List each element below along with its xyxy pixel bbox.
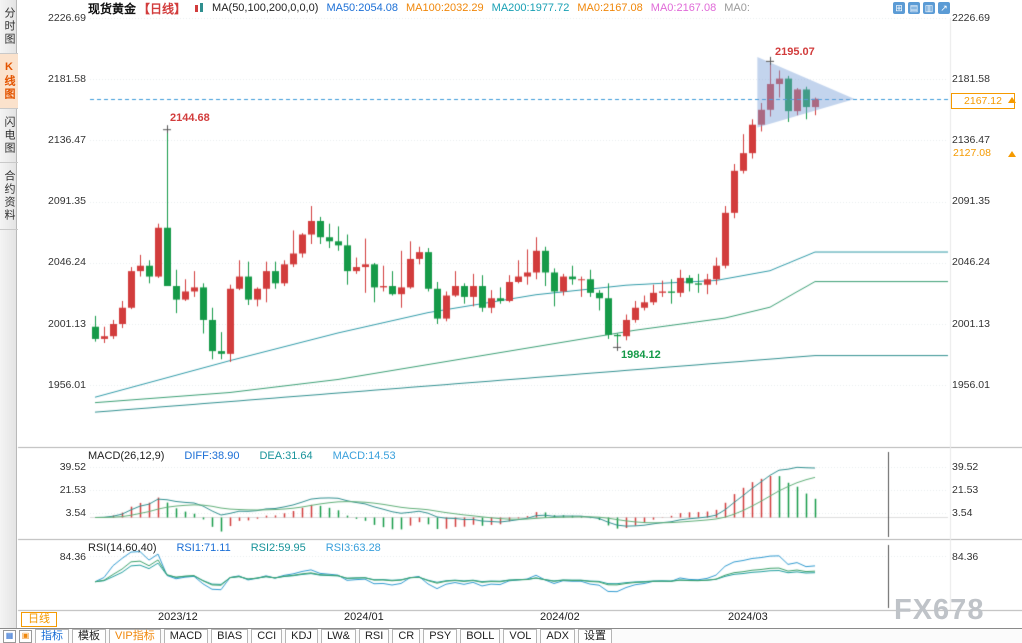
y-axis-label-right: 2001.13 bbox=[952, 318, 990, 330]
y-axis-label-left: 2181.58 bbox=[48, 73, 86, 85]
indicator-macd-button[interactable]: MACD bbox=[163, 628, 209, 643]
rsi1-value: RSI1:71.11 bbox=[176, 542, 231, 554]
macd-axis-label-right: 21.53 bbox=[952, 484, 979, 496]
price-pointer-icon bbox=[1008, 151, 1016, 157]
rsi-title: RSI(14,60,40) bbox=[88, 542, 157, 554]
x-axis-month-label: 2024/01 bbox=[344, 611, 384, 623]
y-axis-label-right: 2181.58 bbox=[952, 73, 990, 85]
indicator-lw-button[interactable]: LW& bbox=[320, 628, 356, 643]
x-axis-month-label: 2023/12 bbox=[158, 611, 198, 623]
symbol-title: 现货黄金 bbox=[88, 1, 137, 16]
sidebar-item-lightning-chart[interactable]: 闪电图 bbox=[0, 109, 18, 163]
rsi-panel-header: RSI(14,60,40) RSI1:71.11 RSI2:59.95 RSI3… bbox=[88, 542, 381, 554]
ma0-value-3: MA0: bbox=[724, 2, 750, 14]
ma-settings-label: MA(50,100,200,0,0,0) bbox=[212, 2, 319, 14]
rsi3-value: RSI3:63.28 bbox=[325, 542, 381, 554]
x-axis-month-label: 2024/03 bbox=[728, 611, 768, 623]
ma50-value: MA50:2054.08 bbox=[326, 2, 398, 14]
macd-title: MACD(26,12,9) bbox=[88, 450, 165, 462]
ma0-value-2: MA0:2167.08 bbox=[650, 2, 717, 14]
sidebar-item-candle-chart[interactable]: K线图 bbox=[0, 54, 18, 109]
watermark: FX678 bbox=[894, 594, 985, 626]
ma100-value: MA100:2032.29 bbox=[406, 2, 484, 14]
hbar-chart-icon[interactable]: ▤ bbox=[908, 2, 920, 14]
swing-high-annotation: 2144.68 bbox=[170, 112, 210, 124]
indicator-cr-button[interactable]: CR bbox=[392, 628, 421, 643]
chart-header: 现货黄金 【日线】 MA(50,100,200,0,0,0) MA50:2054.… bbox=[18, 0, 1022, 16]
macd-axis-label-right: 3.54 bbox=[952, 507, 973, 519]
reference-price-label: 2127.08 bbox=[953, 147, 991, 159]
indicator-kdj-button[interactable]: KDJ bbox=[285, 628, 318, 643]
tab-indicators[interactable]: 指标 bbox=[35, 628, 69, 643]
swing-low-annotation: 1984.12 bbox=[621, 349, 661, 361]
macd-axis-label-left: 21.53 bbox=[59, 484, 86, 496]
y-axis-label-left: 2091.35 bbox=[48, 195, 86, 207]
ma0-value-1: MA0:2167.08 bbox=[577, 2, 643, 14]
x-axis-month-label: 2024/02 bbox=[540, 611, 580, 623]
indicator-toolbar: ▦ ▣ 指标 模板 VIP指标 MACD BIAS CCI KDJ LW& RS… bbox=[0, 628, 1022, 643]
indicator-bias-button[interactable]: BIAS bbox=[211, 628, 249, 643]
indicator-adx-button[interactable]: ADX bbox=[540, 628, 575, 643]
swing-high-annotation: 2195.07 bbox=[775, 46, 815, 58]
indicator-rsi-button[interactable]: RSI bbox=[358, 628, 390, 643]
y-axis-label-right: 1956.01 bbox=[952, 379, 990, 391]
sidebar-item-timeline-chart[interactable]: 分时图 bbox=[0, 0, 18, 54]
left-sidebar: 分时图 K线图 闪电图 合约资料 bbox=[0, 0, 18, 643]
indicator-psy-button[interactable]: PSY bbox=[423, 628, 458, 643]
y-axis-label-left: 2001.13 bbox=[48, 318, 86, 330]
grid-plus-icon[interactable]: ⊞ bbox=[893, 2, 905, 14]
rsi-axis-label-right: 84.36 bbox=[952, 551, 979, 563]
y-axis-label-left: 2046.24 bbox=[48, 256, 86, 268]
vbar-chart-icon[interactable]: ▥ bbox=[923, 2, 935, 14]
macd-diff-value: DIFF:38.90 bbox=[184, 450, 240, 462]
rsi-axis-label-left: 84.36 bbox=[59, 551, 86, 563]
chart-tool-icons: ⊞ ▤ ▥ ↗ bbox=[893, 2, 950, 14]
tab-vip-indicators[interactable]: VIP指标 bbox=[109, 628, 161, 643]
ma200-value: MA200:1977.72 bbox=[491, 2, 570, 14]
y-axis-label-right: 2091.35 bbox=[952, 195, 990, 207]
style-box-icon[interactable]: ▣ bbox=[19, 629, 32, 643]
settings-button[interactable]: 设置 bbox=[578, 628, 612, 643]
indicator-boll-button[interactable]: BOLL bbox=[460, 628, 501, 643]
macd-panel-header: MACD(26,12,9) DIFF:38.90 DEA:31.64 MACD:… bbox=[88, 450, 396, 462]
trend-arrow-icon[interactable]: ↗ bbox=[938, 2, 950, 14]
y-axis-label-left: 1956.01 bbox=[48, 379, 86, 391]
rsi2-value: RSI2:59.95 bbox=[250, 542, 306, 554]
tab-templates[interactable]: 模板 bbox=[72, 628, 106, 643]
ma-legend-icon bbox=[194, 3, 204, 13]
y-axis-label-left: 2136.47 bbox=[48, 134, 86, 146]
y-axis-label-left: 2226.69 bbox=[48, 12, 86, 24]
y-axis-label-right: 2046.24 bbox=[952, 256, 990, 268]
period-tag: 【日线】 bbox=[138, 1, 187, 16]
macd-axis-label-right: 39.52 bbox=[952, 461, 979, 473]
indicator-cci-button[interactable]: CCI bbox=[251, 628, 283, 643]
macd-axis-label-left: 3.54 bbox=[65, 507, 86, 519]
macd-hist-value: MACD:14.53 bbox=[332, 450, 396, 462]
macd-axis-label-left: 39.52 bbox=[59, 461, 86, 473]
indicator-grid-icon[interactable]: ▦ bbox=[3, 629, 16, 643]
macd-dea-value: DEA:31.64 bbox=[259, 450, 313, 462]
y-axis-label-right: 2136.47 bbox=[952, 134, 990, 146]
indicator-vol-button[interactable]: VOL bbox=[503, 628, 538, 643]
period-selector[interactable]: 日线 bbox=[21, 612, 57, 627]
current-price-tag: 2167.12 bbox=[951, 93, 1015, 109]
price-pointer-icon bbox=[1008, 97, 1016, 103]
sidebar-item-contract-info[interactable]: 合约资料 bbox=[0, 163, 18, 230]
y-axis-label-right: 2226.69 bbox=[952, 12, 990, 24]
